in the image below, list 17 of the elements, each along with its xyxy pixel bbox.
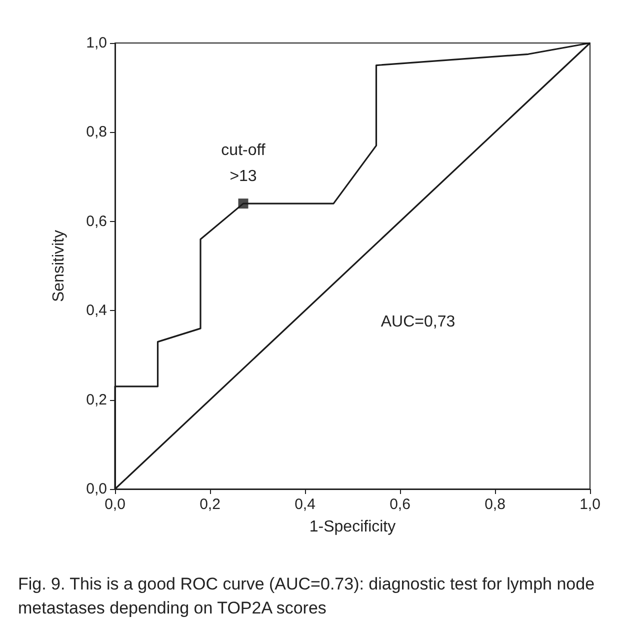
y-axis-title: Sensitivity: [50, 230, 68, 302]
x-tick-label: 0,4: [294, 496, 316, 513]
x-tick-label: 1,0: [580, 496, 600, 513]
x-tick-label: 0,6: [390, 496, 410, 513]
y-tick-label: 0,2: [86, 391, 107, 408]
annotation: AUC=0,73: [380, 314, 456, 330]
y-tick-label: 0,8: [86, 124, 107, 141]
annotation: cut-off >13: [221, 142, 266, 186]
y-tick-label: 1,0: [86, 34, 107, 52]
x-tick-label: 0,8: [484, 496, 506, 513]
x-tick-label: 0,2: [200, 496, 220, 513]
y-tick-label: 0,4: [86, 302, 107, 320]
y-tick-label: 0,0: [86, 480, 107, 498]
caption: Fig. 9. This is a good ROC curve (AUC=0.73): diagnostic test for lymph node metastases depending on TOP2A scores: [18, 574, 600, 618]
y-tick-label: 0,6: [86, 212, 107, 230]
x-axis-title: 1-Specificity: [309, 518, 396, 536]
x-tick-label: 0,0: [104, 496, 126, 513]
